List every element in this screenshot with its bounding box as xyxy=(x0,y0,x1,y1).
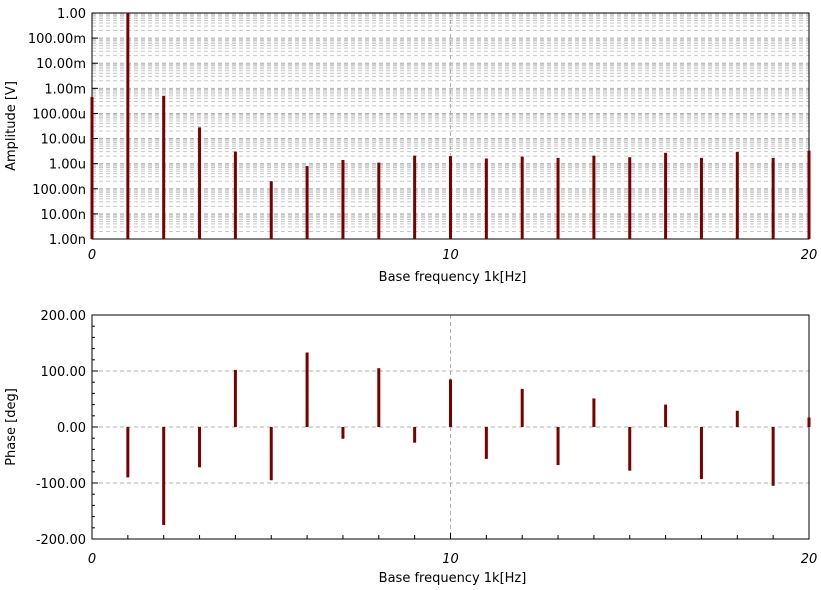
y-tick-label: 200.00 xyxy=(41,309,87,324)
y-tick-label: 100.00 xyxy=(41,365,87,380)
y-tick-label: 1.00n xyxy=(49,233,86,248)
y-tick-label: -100.00 xyxy=(36,477,86,492)
y-tick-label: 1.00 xyxy=(57,7,86,22)
phase-plot: 200.00 100.00 0.00 -100.00 -200.000 10 20 Base … xyxy=(4,309,817,586)
y-tick-label: 10.00n xyxy=(41,208,86,223)
y-tick-label: 0.00 xyxy=(57,421,86,436)
y-tick-label: 1.00u xyxy=(49,158,86,173)
y-tick-label: 10.00u xyxy=(41,133,86,148)
x-tick-label: 0 xyxy=(88,248,96,263)
y-tick-label: 100.00u xyxy=(32,107,86,122)
y-axis-title: Amplitude [V] xyxy=(4,81,19,171)
x-tick-label: 0 xyxy=(88,552,96,567)
x-axis-title: Base frequency 1k[Hz] xyxy=(379,571,527,586)
y-tick-label: -200.00 xyxy=(36,533,86,548)
y-tick-label: 100.00m xyxy=(28,32,86,47)
x-tick-label: 10 xyxy=(442,248,459,263)
y-tick-label: 100.00n xyxy=(32,183,86,198)
x-tick-label: 20 xyxy=(801,248,818,263)
x-axis-title: Base frequency 1k[Hz] xyxy=(379,270,527,285)
x-tick-label: 20 xyxy=(801,552,818,567)
x-tick-label: 10 xyxy=(442,552,459,567)
y-tick-label: 10.00m xyxy=(36,57,86,72)
y-axis-title: Phase [deg] xyxy=(4,388,19,466)
y-tick-label: 1.00m xyxy=(44,82,86,97)
amplitude-plot: 1.00 100.00m 10.00m 1.00m 100.00u 10.00u 1.00u… xyxy=(4,7,817,285)
